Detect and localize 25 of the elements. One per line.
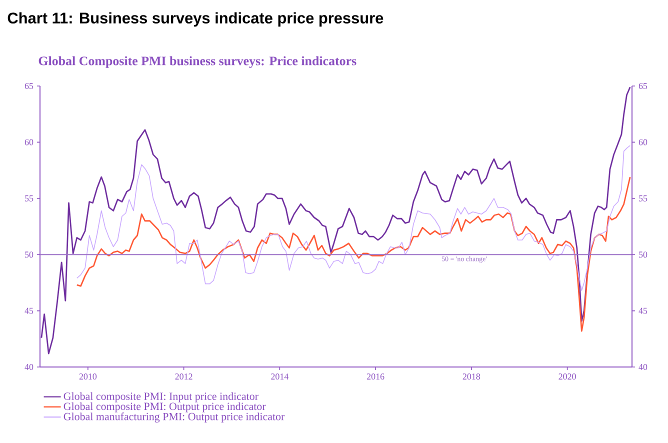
x-tick-label: 2014: [271, 374, 289, 380]
x-tick-label: 2020: [558, 374, 576, 380]
y-tick-label: 45: [24, 308, 34, 314]
y2-tick-label: 65: [638, 82, 648, 90]
x-tick-label: 2012: [175, 374, 192, 380]
y2-tick-label: 40: [638, 364, 648, 370]
y-tick-label: 60: [24, 139, 34, 146]
y2-tick-label: 45: [638, 308, 648, 314]
y2-tick-label: 55: [639, 195, 648, 202]
y-tick-label: 50: [25, 252, 34, 258]
y2-tick-label: 60: [638, 139, 648, 146]
y-tick-label: 55: [25, 195, 34, 202]
y-tick-label: 65: [24, 82, 34, 90]
x-tick-label: 2018: [462, 374, 480, 380]
y-tick-label: 40: [24, 364, 34, 370]
x-tick-label: 2010: [79, 374, 97, 380]
legend-label: Global composite PMI: Output price indicator: [64, 402, 266, 412]
chart-title: Chart 11: Business surveys indicate price pressure: [8, 12, 384, 27]
line-series: [40, 86, 631, 354]
legend-label: Global manufacturing PMI: Output price indicator: [64, 412, 285, 423]
x-tick-label: 2016: [366, 374, 384, 380]
line-series: [76, 145, 630, 291]
y2-tick-label: 50: [639, 252, 648, 258]
chart-subtitle: Global Composite PMI business surveys: Price indicators: [38, 56, 356, 68]
legend-label: Global composite PMI: Input price indicator: [64, 392, 258, 402]
